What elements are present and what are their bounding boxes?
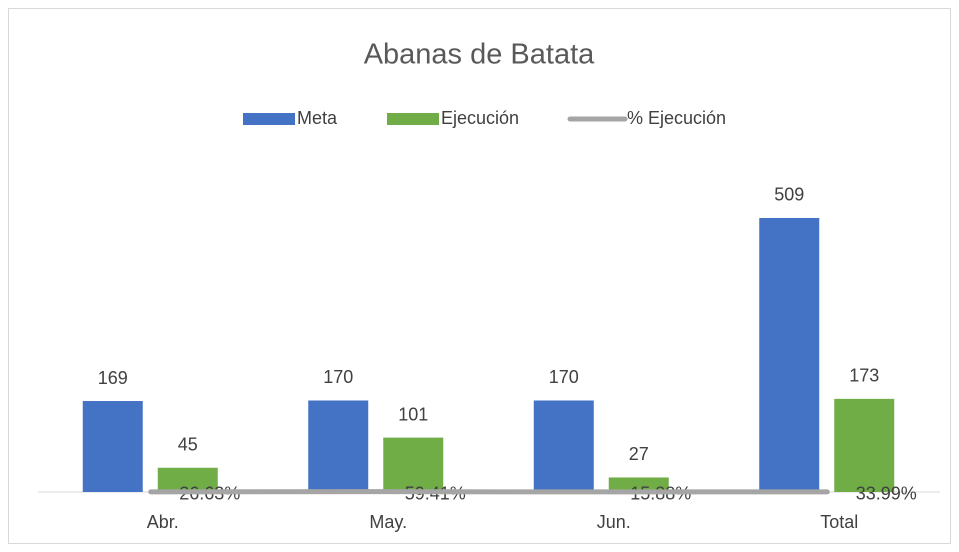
bar [533,400,594,492]
x-tick-label: Total [820,512,858,532]
bar [308,400,369,492]
data-label: 170 [549,367,579,387]
bar [157,467,218,492]
bar [383,437,444,492]
data-label: 45 [178,435,198,455]
bar [759,217,820,492]
legend-swatch [387,113,439,125]
data-label: 509 [774,185,804,205]
legend-swatch [243,113,295,125]
data-label: 27 [629,444,649,464]
x-tick-label: Jun. [597,512,631,532]
data-label: 169 [98,368,128,388]
chart-title: Abanas de Batata [364,39,595,71]
x-tick-label: Abr. [147,512,179,532]
legend-label: Ejecución [441,108,519,128]
bar [834,398,895,492]
data-label: 170 [323,367,353,387]
data-label: 173 [849,366,879,386]
bar [608,477,669,492]
data-label: 101 [398,404,428,424]
legend-label: % Ejecución [627,108,726,128]
legend-label: Meta [297,108,338,128]
x-tick-label: May. [369,512,407,532]
bar [82,401,143,492]
data-label: 33.99% [856,484,917,504]
